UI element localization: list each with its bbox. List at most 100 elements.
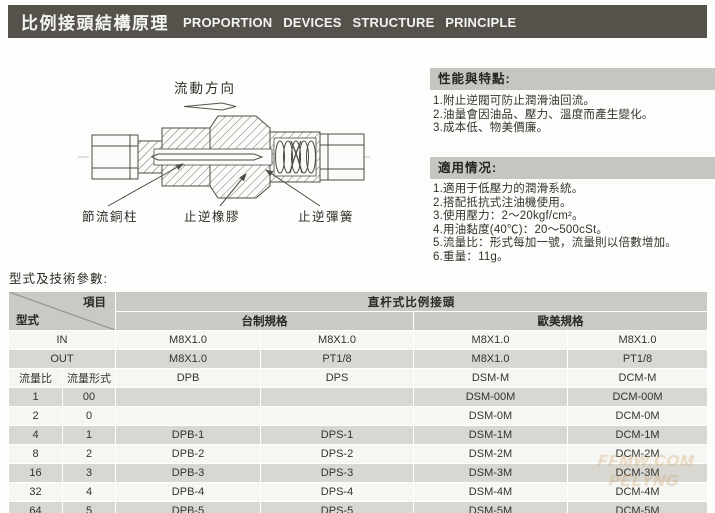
table-cell: DSM-M <box>413 368 568 388</box>
ratio-cell: 4 <box>8 425 63 445</box>
table-cell: DPS-2 <box>260 444 414 464</box>
page-title-english: PROPORTION DEVICES STRUCTURE PRINCIPLE <box>183 15 517 30</box>
form-cell: 1 <box>62 425 116 445</box>
table-cell: DPS-1 <box>260 425 414 445</box>
features-item: 1.附止逆閥可防止潤滑油回流。 <box>433 95 596 107</box>
applications-item: 4.用油黏度(40℃)：20～500cSt。 <box>433 223 609 236</box>
table-row: 2 0 DSM-0M DCM-0M <box>8 406 708 426</box>
ratio-cell: 32 <box>8 482 63 502</box>
applications-item: 2.搭配抵抗式注油機使用。 <box>433 196 572 209</box>
table-row: 台制規格 歐美規格 <box>9 311 708 331</box>
features-list: 1.附止逆閥可防止潤滑油回流。 2.油量會因油品、壓力、溫度而產生變化。 3.成… <box>433 95 715 136</box>
table-row: OUT M8X1.0 PT1/8 M8X1.0 PT1/8 <box>8 349 708 369</box>
part-label-check-spring: 止逆彈簧 <box>298 209 354 224</box>
table-cell: M8X1.0 <box>413 330 568 350</box>
table-caption: 型式及技術參數: <box>9 272 108 286</box>
table-cell <box>115 387 261 407</box>
flow-direction-label: 流動方向 <box>174 81 236 96</box>
applications-section-header: 適用情况: <box>430 157 715 179</box>
table-cell: DSM-0M <box>413 406 568 426</box>
table-row: 16 3 DPB-3 DPS-3 DSM-3M DCM-3M <box>8 463 708 483</box>
form-cell: 0 <box>62 406 116 426</box>
table-cell: DSM-4M <box>413 482 568 502</box>
diagonal-divider-line <box>9 292 115 330</box>
table-cell: DPB-1 <box>115 425 261 445</box>
table-row: 項目 型式 直杆式比例接頭 <box>8 291 708 331</box>
corner-header-cell: 項目 型式 <box>8 291 116 331</box>
table-cell: DCM-5M <box>567 501 708 513</box>
table-cell: DSM-2M <box>413 444 568 464</box>
table-cell: DPB-2 <box>115 444 261 464</box>
table-cell: M8X1.0 <box>115 330 261 350</box>
form-cell: 2 <box>62 444 116 464</box>
flow-arrow-icon <box>183 102 237 111</box>
table-cell: DCM-3M <box>567 463 708 483</box>
table-cell: M8X1.0 <box>567 330 708 350</box>
table-cell: M8X1.0 <box>115 349 261 369</box>
applications-item: 5.流量比：形式每加一號，流量則以倍數增加。 <box>433 237 677 250</box>
table-cell: DCM-M <box>567 368 708 388</box>
table-cell: DPS <box>260 368 414 388</box>
valve-cross-section-diagram: 流動方向 <box>78 81 370 224</box>
table-row: 4 1 DPB-1 DPS-1 DSM-1M DCM-1M <box>8 425 708 445</box>
ratio-cell: 64 <box>8 501 63 513</box>
features-section-header: 性能與特點: <box>430 68 715 90</box>
applications-list: 1.適用于低壓力的潤滑系統。 2.搭配抵抗式注油機使用。 3.使用壓力：2～20… <box>433 183 715 265</box>
part-label-check-rubber: 止逆橡膠 <box>184 209 240 224</box>
page-title-chinese: 比例接頭結構原理 <box>21 14 169 33</box>
table-cell <box>115 406 261 426</box>
applications-item: 1.適用于低壓力的潤滑系統。 <box>433 183 584 195</box>
table-cell: DCM-2M <box>567 444 708 464</box>
corner-header-type: 型式 <box>16 315 39 327</box>
table-cell: PT1/8 <box>567 349 708 369</box>
table-row: 8 2 DPB-2 DPS-2 DSM-2M DCM-2M <box>8 444 708 464</box>
ratio-cell: 16 <box>8 463 63 483</box>
table-row: 1 00 DSM-00M DCM-00M <box>8 387 708 407</box>
table-cell: DPB <box>115 368 261 388</box>
form-cell: 4 <box>62 482 116 502</box>
table-row: 32 4 DPB-4 DPS-4 DSM-4M DCM-4M <box>8 482 708 502</box>
check-spring-shape <box>275 140 316 174</box>
table-cell: DSM-1M <box>413 425 568 445</box>
throttle-pin-shape <box>150 153 264 161</box>
table-cell: M8X1.0 <box>413 349 568 369</box>
table-cell: DPS-5 <box>260 501 414 513</box>
applications-item: 3.使用壓力：2～20kgf/cm²。 <box>433 210 584 223</box>
spec-table: 項目 型式 直杆式比例接頭 台制規格 歐美規格 IN M8X1.0 M8X1.0… <box>8 291 708 513</box>
table-cell: DPB-5 <box>115 501 261 513</box>
table-cell: DSM-5M <box>413 501 568 513</box>
table-cell: DSM-3M <box>413 463 568 483</box>
group-header-cell: 直杆式比例接頭 <box>115 291 708 312</box>
row-label: OUT <box>8 349 116 369</box>
table-cell: DSM-00M <box>413 387 568 407</box>
table-cell: M8X1.0 <box>260 330 414 350</box>
table-cell: PT1/8 <box>260 349 414 369</box>
page-title: 比例接頭結構原理 PROPORTION DEVICES STRUCTURE PR… <box>8 5 707 38</box>
spec-header-euro-us: 歐美規格 <box>413 311 708 331</box>
table-cell: DPS-4 <box>260 482 414 502</box>
applications-item: 6.重量：11g。 <box>433 250 509 263</box>
table-cell <box>260 406 414 426</box>
spec-header-taiwan: 台制規格 <box>115 311 414 331</box>
table-cell: DCM-00M <box>567 387 708 407</box>
form-cell: 00 <box>62 387 116 407</box>
features-item: 2.油量會因油品、壓力、溫度而產生變化。 <box>433 108 654 121</box>
table-cell: DCM-0M <box>567 406 708 426</box>
ratio-cell: 1 <box>8 387 63 407</box>
table-row: IN M8X1.0 M8X1.0 M8X1.0 M8X1.0 <box>8 330 708 350</box>
check-rubber-shape <box>289 140 303 174</box>
part-label-throttle-pin: 節流銅柱 <box>82 209 138 224</box>
leader-lines <box>107 163 321 207</box>
ratio-cell: 2 <box>8 406 63 426</box>
table-cell: DPS-3 <box>260 463 414 483</box>
row-label: IN <box>8 330 116 350</box>
table-cell: DPB-3 <box>115 463 261 483</box>
form-cell: 3 <box>62 463 116 483</box>
table-cell: DPB-4 <box>115 482 261 502</box>
flow-form-header: 流量形式 <box>62 368 116 388</box>
table-cell <box>260 387 414 407</box>
table-row: 64 5 DPB-5 DPS-5 DSM-5M DCM-5M <box>8 501 708 513</box>
corner-header-item: 項目 <box>83 297 106 309</box>
table-row: 流量比 流量形式 DPB DPS DSM-M DCM-M <box>8 368 708 388</box>
